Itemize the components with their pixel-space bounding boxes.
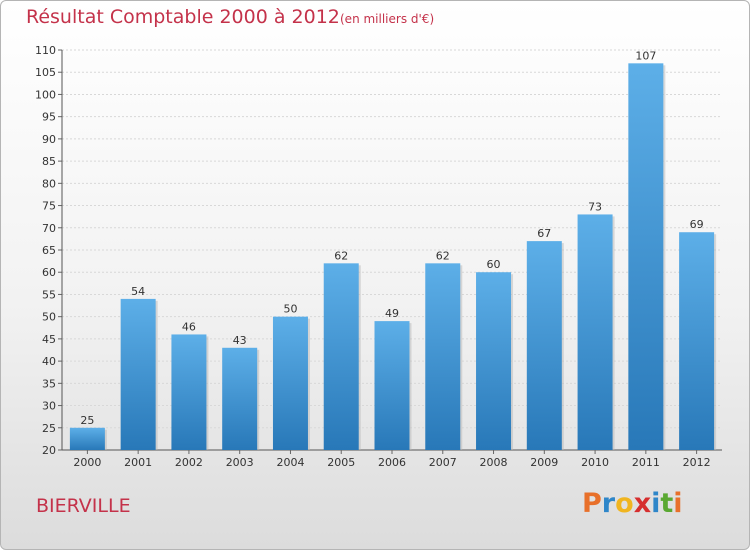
y-tick-label: 80 bbox=[42, 177, 56, 190]
y-tick-label: 25 bbox=[42, 422, 56, 435]
x-tick-label: 2008 bbox=[480, 456, 508, 469]
logo-letter: x bbox=[633, 488, 652, 519]
y-tick-label: 105 bbox=[35, 66, 56, 79]
y-tick-label: 70 bbox=[42, 222, 56, 235]
y-tick-label: 95 bbox=[42, 111, 56, 124]
logo-letter: r bbox=[601, 488, 616, 519]
data-label: 54 bbox=[131, 285, 145, 298]
logo-letter: o bbox=[615, 488, 634, 519]
y-tick-label: 40 bbox=[42, 355, 56, 368]
labels: 25 2000 54 2001 46 2002 43 2003 50 2004 62 2005 49 20… bbox=[73, 49, 710, 469]
data-label: 46 bbox=[182, 320, 196, 333]
bar bbox=[628, 63, 664, 450]
x-tick-label: 2007 bbox=[429, 456, 457, 469]
bar bbox=[120, 298, 156, 450]
x-tick-label: 2002 bbox=[175, 456, 203, 469]
x-tick-label: 2000 bbox=[73, 456, 101, 469]
data-label: 50 bbox=[283, 303, 297, 316]
y-tick-label: 50 bbox=[42, 311, 56, 324]
x-tick-label: 2003 bbox=[226, 456, 254, 469]
x-tick-label: 2010 bbox=[581, 456, 609, 469]
x-tick-label: 2001 bbox=[124, 456, 152, 469]
bar bbox=[272, 316, 308, 450]
bar bbox=[425, 263, 461, 450]
bar bbox=[526, 241, 562, 450]
x-tick-label: 2012 bbox=[683, 456, 711, 469]
bar bbox=[476, 272, 512, 450]
logo-letter: t bbox=[660, 488, 674, 519]
y-tick-label: 110 bbox=[35, 44, 56, 57]
data-label: 25 bbox=[80, 414, 94, 427]
bar bbox=[171, 334, 207, 450]
proxiti-logo: Proxiti bbox=[582, 488, 683, 519]
logo-letter: P bbox=[582, 488, 602, 519]
data-label: 107 bbox=[635, 49, 656, 62]
x-tick-label: 2009 bbox=[530, 456, 558, 469]
x-tick-label: 2011 bbox=[632, 456, 660, 469]
data-label: 62 bbox=[334, 249, 348, 262]
bar bbox=[374, 321, 410, 450]
y-tick-label: 75 bbox=[42, 200, 56, 213]
data-label: 73 bbox=[588, 200, 602, 213]
logo-letter: i bbox=[651, 488, 661, 519]
data-label: 60 bbox=[487, 258, 501, 271]
y-tick-label: 35 bbox=[42, 377, 56, 390]
y-tick-label: 20 bbox=[42, 444, 56, 457]
y-tick-label: 85 bbox=[42, 155, 56, 168]
chart-subtitle: (en milliers d'€) bbox=[340, 12, 435, 26]
bars bbox=[69, 63, 717, 450]
data-label: 62 bbox=[436, 249, 450, 262]
bar bbox=[679, 232, 715, 450]
chart-title: Résultat Comptable 2000 à 2012 bbox=[26, 6, 340, 28]
x-tick-label: 2005 bbox=[327, 456, 355, 469]
commune-name: BIERVILLE bbox=[36, 495, 131, 517]
y-tick-label: 65 bbox=[42, 244, 56, 257]
y-tick-label: 60 bbox=[42, 266, 56, 279]
logo-letter: i bbox=[673, 488, 683, 519]
bar bbox=[222, 347, 258, 450]
y-tick-label: 45 bbox=[42, 333, 56, 346]
data-label: 67 bbox=[537, 227, 551, 240]
data-label: 43 bbox=[233, 334, 247, 347]
y-tick-label: 90 bbox=[42, 133, 56, 146]
bar bbox=[577, 214, 613, 450]
y-tick-label: 100 bbox=[35, 88, 56, 101]
bar bbox=[69, 427, 105, 450]
x-tick-label: 2004 bbox=[276, 456, 304, 469]
data-label: 69 bbox=[690, 218, 704, 231]
y-tick-label: 30 bbox=[42, 400, 56, 413]
y-tick-label: 55 bbox=[42, 288, 56, 301]
bar bbox=[323, 263, 359, 450]
x-tick-label: 2006 bbox=[378, 456, 406, 469]
data-label: 49 bbox=[385, 307, 399, 320]
